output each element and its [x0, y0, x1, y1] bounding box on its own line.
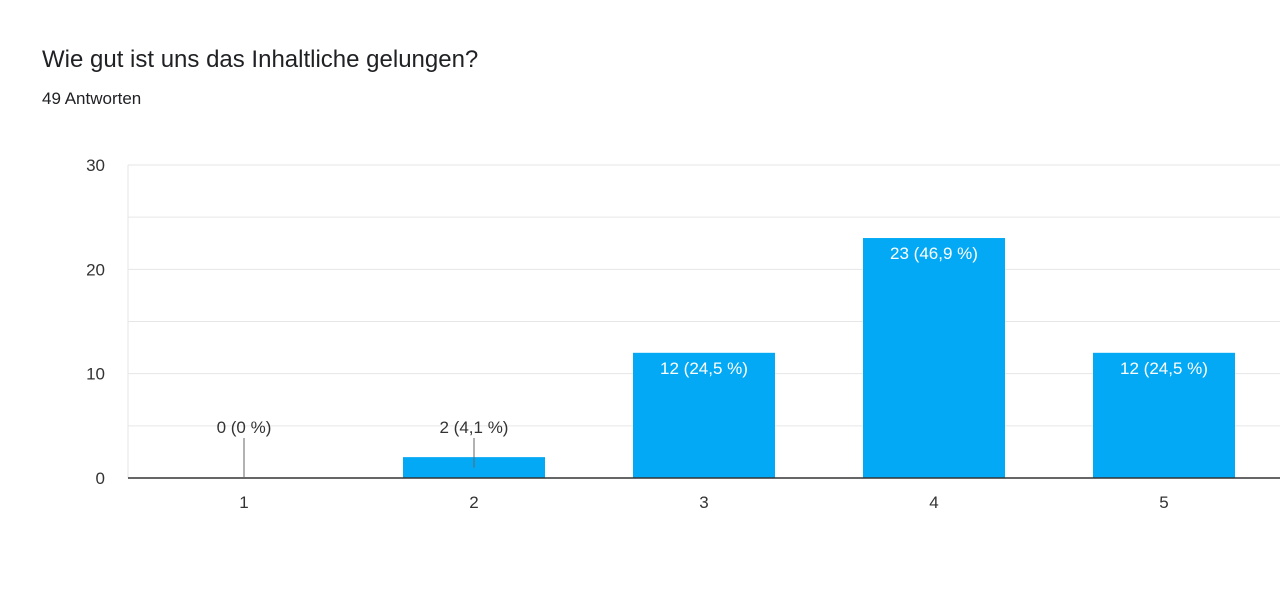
y-axis-ticks: 0 10 20 30	[86, 156, 105, 488]
data-labels: 0 (0 %) 2 (4,1 %) 12 (24,5 %) 23 (46,9 %) 12…	[217, 244, 1208, 477]
x-tick-label: 3	[699, 493, 708, 512]
x-tick-label: 2	[469, 493, 478, 512]
bars	[403, 238, 1235, 478]
bar	[863, 238, 1005, 478]
x-axis-ticks: 1 2 3 4 5	[239, 493, 1168, 512]
y-tick-label: 10	[86, 365, 105, 384]
chart-title: Wie gut ist uns das Inhaltliche gelungen…	[42, 46, 479, 73]
data-label: 12 (24,5 %)	[1120, 359, 1208, 378]
y-tick-label: 20	[86, 260, 105, 279]
x-tick-label: 4	[929, 493, 938, 512]
x-tick-label: 5	[1159, 493, 1168, 512]
response-count: 49 Antworten	[42, 89, 142, 108]
y-tick-label: 30	[86, 156, 105, 175]
data-label: 23 (46,9 %)	[890, 244, 978, 263]
bar	[633, 352, 775, 478]
data-label: 12 (24,5 %)	[660, 359, 748, 378]
x-tick-label: 1	[239, 493, 248, 512]
bar	[1093, 352, 1235, 478]
data-label: 0 (0 %)	[217, 418, 272, 437]
y-tick-label: 0	[96, 469, 105, 488]
data-label: 2 (4,1 %)	[440, 418, 509, 437]
